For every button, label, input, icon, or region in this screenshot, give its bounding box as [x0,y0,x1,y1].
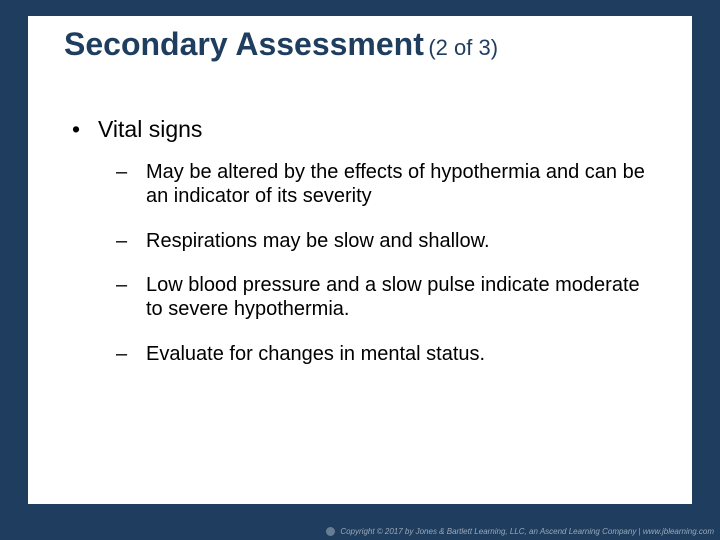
slide-title: Secondary Assessment (2 of 3) [28,16,692,63]
bullet-text: Respirations may be slow and shallow. [146,229,648,253]
content-card: Secondary Assessment (2 of 3) • Vital si… [28,16,692,504]
bullet-marker: – [116,273,146,322]
bullet-lvl2: – Respirations may be slow and shallow. [116,229,648,253]
bullet-text: May be altered by the effects of hypothe… [146,160,648,209]
copyright-footer: Copyright © 2017 by Jones & Bartlett Lea… [326,527,714,536]
bullet-marker: • [72,115,98,144]
bullet-text: Vital signs [98,115,648,144]
publisher-logo-icon [326,527,335,536]
bullet-text: Low blood pressure and a slow pulse indi… [146,273,648,322]
bullet-lvl2: – May be altered by the effects of hypot… [116,160,648,209]
bullet-marker: – [116,160,146,209]
bullet-lvl1: • Vital signs [72,115,648,144]
copyright-text: Copyright © 2017 by Jones & Bartlett Lea… [340,527,714,536]
bullet-text: Evaluate for changes in mental status. [146,342,648,366]
slide: Secondary Assessment (2 of 3) • Vital si… [0,0,720,540]
bullet-lvl2: – Evaluate for changes in mental status. [116,342,648,366]
title-main: Secondary Assessment [64,26,424,62]
bullet-lvl2: – Low blood pressure and a slow pulse in… [116,273,648,322]
slide-body: • Vital signs – May be altered by the ef… [28,63,692,366]
title-pager: (2 of 3) [428,35,498,60]
bullet-marker: – [116,229,146,253]
bullet-marker: – [116,342,146,366]
